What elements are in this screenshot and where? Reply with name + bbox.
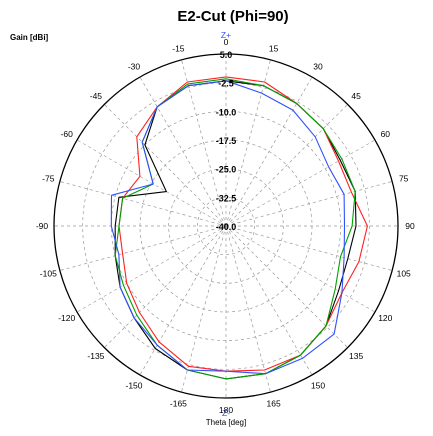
grid-spoke <box>76 225 227 313</box>
angle-tick-label: 15 <box>269 43 279 53</box>
angle-tick-label: -135 <box>87 351 104 361</box>
radial-tick-label: 5.0 <box>220 50 233 60</box>
grid-spoke <box>104 104 227 227</box>
radial-tick-label: -17.5 <box>216 136 237 146</box>
grid-spoke <box>139 76 227 227</box>
grid-ring <box>196 196 256 256</box>
angle-tick-label: 45 <box>351 91 361 101</box>
angle-tick-label: -90 <box>36 221 49 231</box>
angle-tick-label: -75 <box>42 173 55 183</box>
radial-tick-label: -10.0 <box>216 107 237 117</box>
grid-spoke <box>225 104 348 227</box>
z-minus-marker: Z- <box>222 408 230 418</box>
radial-tick-label: -2.5 <box>218 79 234 89</box>
z-plus-marker: Z+ <box>221 30 231 40</box>
grid-spoke <box>225 59 271 227</box>
grid-spoke <box>59 225 227 271</box>
grid-spoke <box>225 225 376 313</box>
series-group <box>110 76 368 380</box>
angle-tick-label: 180 <box>219 405 233 415</box>
radial-tick-label: -32.5 <box>216 193 237 203</box>
angle-tick-label: 30 <box>313 62 323 72</box>
grid-ring <box>82 82 370 370</box>
theta-axis-label: Theta [deg] <box>206 418 246 427</box>
chart-title: E2-Cut (Phi=90) <box>177 8 288 25</box>
grid-spoke <box>104 225 227 348</box>
grid-ring <box>168 168 284 284</box>
polar-grid <box>53 53 399 399</box>
angle-tick-label: -150 <box>125 380 142 390</box>
angle-tick-label: -105 <box>40 269 57 279</box>
angle-tick-label: -45 <box>90 91 103 101</box>
angle-tick-label: -30 <box>128 62 141 72</box>
radial-tick-label: -25.0 <box>216 165 237 175</box>
radial-tick-label: -40.0 <box>216 222 237 232</box>
angle-tick-label: 165 <box>267 399 281 409</box>
grid-spoke <box>225 76 313 227</box>
angle-tick-label: 135 <box>349 351 363 361</box>
grid-spoke <box>225 139 376 227</box>
grid-spoke <box>225 181 393 227</box>
angle-tick-label: 75 <box>399 173 409 183</box>
angle-tick-label: 120 <box>378 313 392 323</box>
angle-tick-label: 90 <box>405 221 415 231</box>
grid-spoke <box>76 139 227 227</box>
angle-tick-label: 0 <box>224 37 229 47</box>
grid-spoke <box>181 59 227 227</box>
tick-labels: 0 15 30 45 60 75 90 105 120 135 150 165 180 -165 -150 -… <box>36 37 415 415</box>
angle-tick-label: -120 <box>58 313 75 323</box>
gain-axis-label: Gain [dBi] <box>10 33 49 42</box>
series-line-blue <box>110 80 346 375</box>
grid-spoke <box>139 225 227 376</box>
grid-spoke <box>225 225 271 393</box>
angle-tick-label: 60 <box>381 129 391 139</box>
grid-spoke <box>225 225 393 271</box>
angle-tick-label: 105 <box>397 269 411 279</box>
angle-tick-label: -60 <box>61 129 74 139</box>
angle-tick-label: -165 <box>170 399 187 409</box>
grid-spoke <box>181 225 227 393</box>
series-line-red <box>118 76 368 372</box>
grid-spoke <box>225 225 313 376</box>
grid-spoke <box>59 181 227 227</box>
angle-tick-label: 150 <box>311 380 325 390</box>
grid-spoke <box>225 225 348 348</box>
grid-ring <box>53 53 399 399</box>
angle-tick-label: -15 <box>172 43 185 53</box>
